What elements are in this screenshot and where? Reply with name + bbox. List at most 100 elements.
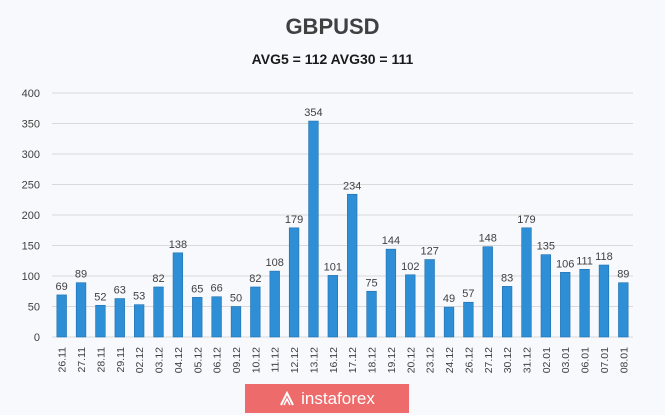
data-label: 127 bbox=[420, 246, 438, 258]
x-tick-label: 23.12 bbox=[425, 347, 437, 373]
bar bbox=[250, 286, 261, 338]
bar bbox=[172, 252, 184, 338]
data-label: 53 bbox=[133, 291, 145, 303]
bar bbox=[230, 306, 242, 338]
data-label: 52 bbox=[94, 291, 106, 303]
bar bbox=[366, 290, 377, 338]
data-label: 83 bbox=[501, 272, 513, 284]
x-tick-label: 31.12 bbox=[521, 347, 533, 373]
bar bbox=[134, 304, 145, 338]
instaforex-logo-icon bbox=[279, 390, 295, 407]
bar bbox=[424, 259, 435, 338]
data-label: 108 bbox=[266, 257, 284, 269]
data-label: 49 bbox=[443, 293, 455, 305]
bar bbox=[95, 304, 106, 338]
x-tick-label: 07.01 bbox=[599, 347, 611, 373]
x-tick-label: 06.12 bbox=[212, 347, 224, 373]
bar bbox=[385, 248, 397, 338]
data-label: 118 bbox=[595, 251, 613, 263]
data-label: 82 bbox=[249, 273, 261, 285]
bar bbox=[327, 275, 338, 338]
bar bbox=[211, 296, 222, 338]
x-tick-label: 18.12 bbox=[367, 347, 379, 373]
x-tick-label: 26.12 bbox=[463, 347, 475, 373]
x-tick-label: 05.12 bbox=[192, 347, 204, 373]
x-tick-label: 26.11 bbox=[57, 347, 69, 373]
x-tick-label: 13.12 bbox=[308, 347, 320, 373]
data-label: 82 bbox=[152, 273, 164, 285]
bar bbox=[56, 294, 67, 338]
y-tick-label: 350 bbox=[22, 119, 40, 131]
bar bbox=[308, 120, 319, 338]
instaforex-logo-text: instaforex bbox=[301, 388, 375, 408]
bar bbox=[598, 264, 610, 338]
bar bbox=[192, 297, 203, 338]
chart-subtitle: AVG5 = 112 AVG30 = 111 bbox=[251, 51, 414, 67]
data-label: 50 bbox=[230, 293, 242, 305]
x-tick-label: 08.01 bbox=[618, 347, 630, 373]
x-tick-label: 02.12 bbox=[134, 347, 146, 373]
y-tick-label: 0 bbox=[34, 332, 40, 344]
data-label: 106 bbox=[556, 258, 574, 270]
x-tick-label: 03.01 bbox=[560, 347, 572, 373]
y-tick-label: 250 bbox=[22, 180, 40, 192]
x-tick-label: 10.12 bbox=[250, 347, 262, 373]
bar bbox=[463, 301, 474, 338]
data-label: 65 bbox=[191, 283, 203, 295]
x-tick-label: 17.12 bbox=[347, 347, 359, 373]
data-label: 179 bbox=[517, 214, 535, 226]
x-tick-label: 04.12 bbox=[173, 347, 185, 373]
x-tick-label: 16.12 bbox=[328, 347, 340, 373]
x-tick-label: 27.11 bbox=[76, 347, 88, 373]
data-label: 354 bbox=[304, 107, 322, 119]
data-label: 89 bbox=[617, 269, 629, 281]
bar bbox=[618, 282, 629, 338]
x-tick-label: 20.12 bbox=[405, 347, 417, 373]
data-label: 102 bbox=[401, 261, 419, 273]
bar bbox=[482, 246, 493, 338]
bar bbox=[579, 268, 590, 338]
x-tick-label: 03.12 bbox=[154, 347, 166, 373]
bar bbox=[521, 227, 532, 338]
x-tick-label: 30.12 bbox=[502, 347, 514, 373]
bar bbox=[560, 272, 571, 338]
data-label: 66 bbox=[210, 283, 222, 295]
bar bbox=[153, 286, 164, 338]
y-tick-label: 400 bbox=[22, 88, 40, 100]
bar bbox=[269, 270, 280, 338]
y-tick-label: 200 bbox=[22, 210, 40, 222]
x-tick-label: 12.12 bbox=[289, 347, 301, 373]
bar bbox=[114, 298, 125, 338]
x-tick-label: 11.12 bbox=[270, 347, 282, 373]
y-tick-label: 300 bbox=[22, 149, 40, 161]
data-label: 101 bbox=[324, 261, 342, 273]
data-label: 111 bbox=[576, 255, 593, 267]
bar bbox=[501, 286, 513, 338]
chart-title: GBPUSD bbox=[285, 14, 380, 39]
data-label: 179 bbox=[285, 214, 303, 226]
bar bbox=[405, 274, 416, 338]
data-label: 57 bbox=[462, 288, 474, 300]
bar bbox=[75, 282, 87, 338]
y-tick-label: 100 bbox=[22, 271, 40, 283]
x-tick-label: 02.01 bbox=[541, 347, 553, 373]
bar bbox=[443, 306, 455, 338]
data-label: 144 bbox=[382, 235, 400, 247]
x-tick-label: 19.12 bbox=[386, 347, 398, 373]
x-tick-label: 09.12 bbox=[231, 347, 243, 373]
x-tick-label: 28.11 bbox=[95, 347, 107, 373]
data-label: 138 bbox=[169, 239, 187, 251]
bar bbox=[288, 227, 300, 338]
data-label: 63 bbox=[114, 285, 126, 297]
x-tick-label: 29.11 bbox=[115, 347, 127, 373]
y-tick-label: 50 bbox=[28, 302, 40, 314]
x-tick-label: 27.12 bbox=[483, 347, 495, 373]
data-label: 135 bbox=[537, 241, 555, 253]
bar bbox=[347, 193, 358, 338]
data-label: 69 bbox=[56, 281, 68, 293]
data-label: 148 bbox=[479, 233, 497, 245]
bar bbox=[540, 254, 551, 338]
data-label: 89 bbox=[75, 269, 87, 281]
instaforex-logo: instaforex bbox=[245, 384, 409, 413]
